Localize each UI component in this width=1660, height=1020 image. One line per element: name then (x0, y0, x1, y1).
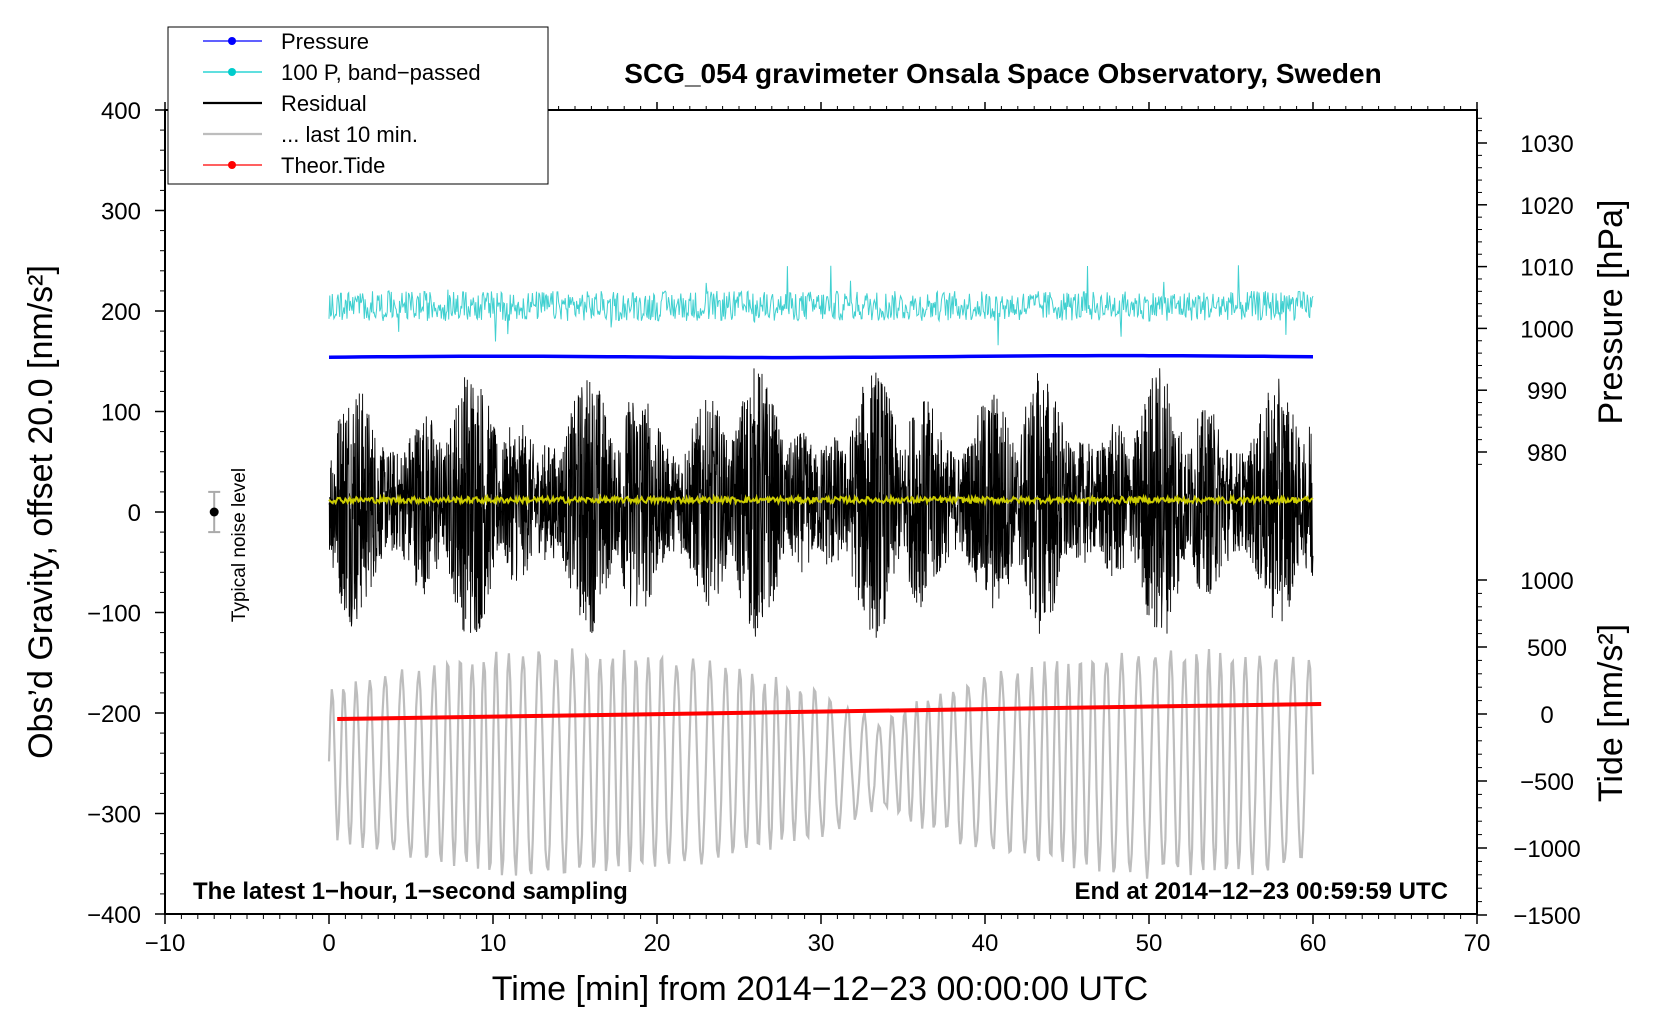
series-line (337, 701, 1322, 722)
pressure-axis-ticks: 980 990 1000 1010 1020 1030 (1477, 117, 1574, 467)
x-tick-label: 60 (1300, 930, 1327, 957)
pressure-axis-title: Pressure [hPa] (1592, 200, 1630, 425)
legend-label: Theor.Tide (281, 153, 385, 178)
end-time-annotation: End at 2014−12−23 00:59:59 UTC (1074, 878, 1448, 905)
legend-entries: Pressure 100 P, band−passed Residual ... la… (203, 29, 481, 178)
x-tick-label: 50 (1136, 930, 1163, 957)
pressure-tick-label: 1030 (1520, 131, 1573, 158)
x-axis-ticks: −10 0 10 20 30 40 50 60 70 (145, 102, 1491, 957)
legend-swatch-marker (228, 161, 236, 169)
tide-axis-ticks: −1500 −1000 −500 0 500 1000 (1477, 568, 1581, 930)
x-tick-label: 20 (644, 930, 671, 957)
pressure-tick-label: 1010 (1520, 255, 1573, 282)
y-tick-label: 400 (101, 98, 141, 125)
series-residual (328, 368, 1314, 638)
pressure-tick-label: 990 (1527, 378, 1567, 405)
noise-level-indicator (208, 490, 221, 534)
noise-level-label: Typical noise level (229, 468, 250, 622)
left-axis-title: Obs’d Gravity, offset 20.0 [nm/s²] (22, 265, 60, 759)
chart-title: SCG_054 gravimeter Onsala Space Observat… (624, 58, 1381, 89)
y-tick-label: 200 (101, 299, 141, 326)
tide-tick-label: 0 (1540, 702, 1553, 729)
tide-tick-label: −500 (1520, 769, 1574, 796)
sampling-annotation: The latest 1−hour, 1−second sampling (193, 878, 628, 905)
x-tick-label: −10 (145, 930, 186, 957)
x-tick-label: 10 (480, 930, 507, 957)
y-tick-label: −400 (87, 902, 141, 929)
pressure-tick-label: 980 (1527, 440, 1567, 467)
tide-tick-label: −1000 (1513, 836, 1580, 863)
tide-axis-title: Tide [nm/s²] (1592, 624, 1630, 802)
series-line (328, 368, 1314, 638)
series-band-passed-pressure (328, 265, 1314, 346)
series-residual-smoothed (328, 493, 1314, 507)
series-line (327, 648, 1315, 879)
x-tick-label: 40 (972, 930, 999, 957)
series-last-10-min (327, 648, 1315, 879)
y-tick-label: −300 (87, 802, 141, 829)
y-tick-label: 100 (101, 400, 141, 427)
series-line (328, 265, 1314, 346)
noise-bar-dot (209, 507, 219, 517)
y-tick-label: −200 (87, 701, 141, 728)
y-tick-label: 0 (128, 500, 141, 527)
tide-tick-label: 1000 (1520, 568, 1573, 595)
y-tick-label: −100 (87, 601, 141, 628)
legend-label: Pressure (281, 29, 369, 54)
tide-tick-label: 500 (1527, 635, 1567, 662)
y-tick-label: 300 (101, 199, 141, 226)
tide-tick-label: −1500 (1513, 903, 1580, 930)
legend-swatch-marker (228, 37, 236, 45)
legend-box (167, 26, 549, 185)
pressure-tick-label: 1000 (1520, 316, 1573, 343)
legend-label: 100 P, band−passed (281, 60, 481, 85)
legend-swatch-marker (228, 68, 236, 76)
x-axis-title: Time [min] from 2014−12−23 00:00:00 UTC (492, 970, 1148, 1008)
series-theoretical-tide (337, 701, 1322, 722)
x-tick-label: 0 (322, 930, 335, 957)
series-pressure (328, 353, 1314, 360)
x-tick-label: 30 (808, 930, 835, 957)
legend-label: Residual (281, 91, 367, 116)
series-line (328, 353, 1314, 360)
series-line (328, 493, 1314, 507)
pressure-tick-label: 1020 (1520, 193, 1573, 220)
legend: Pressure 100 P, band−passed Residual ... la… (167, 26, 549, 185)
x-tick-label: 70 (1464, 930, 1491, 957)
left-axis-ticks: −400 −300 −200 −100 0 100 200 300 400 (87, 98, 165, 929)
legend-label: ... last 10 min. (281, 122, 418, 147)
